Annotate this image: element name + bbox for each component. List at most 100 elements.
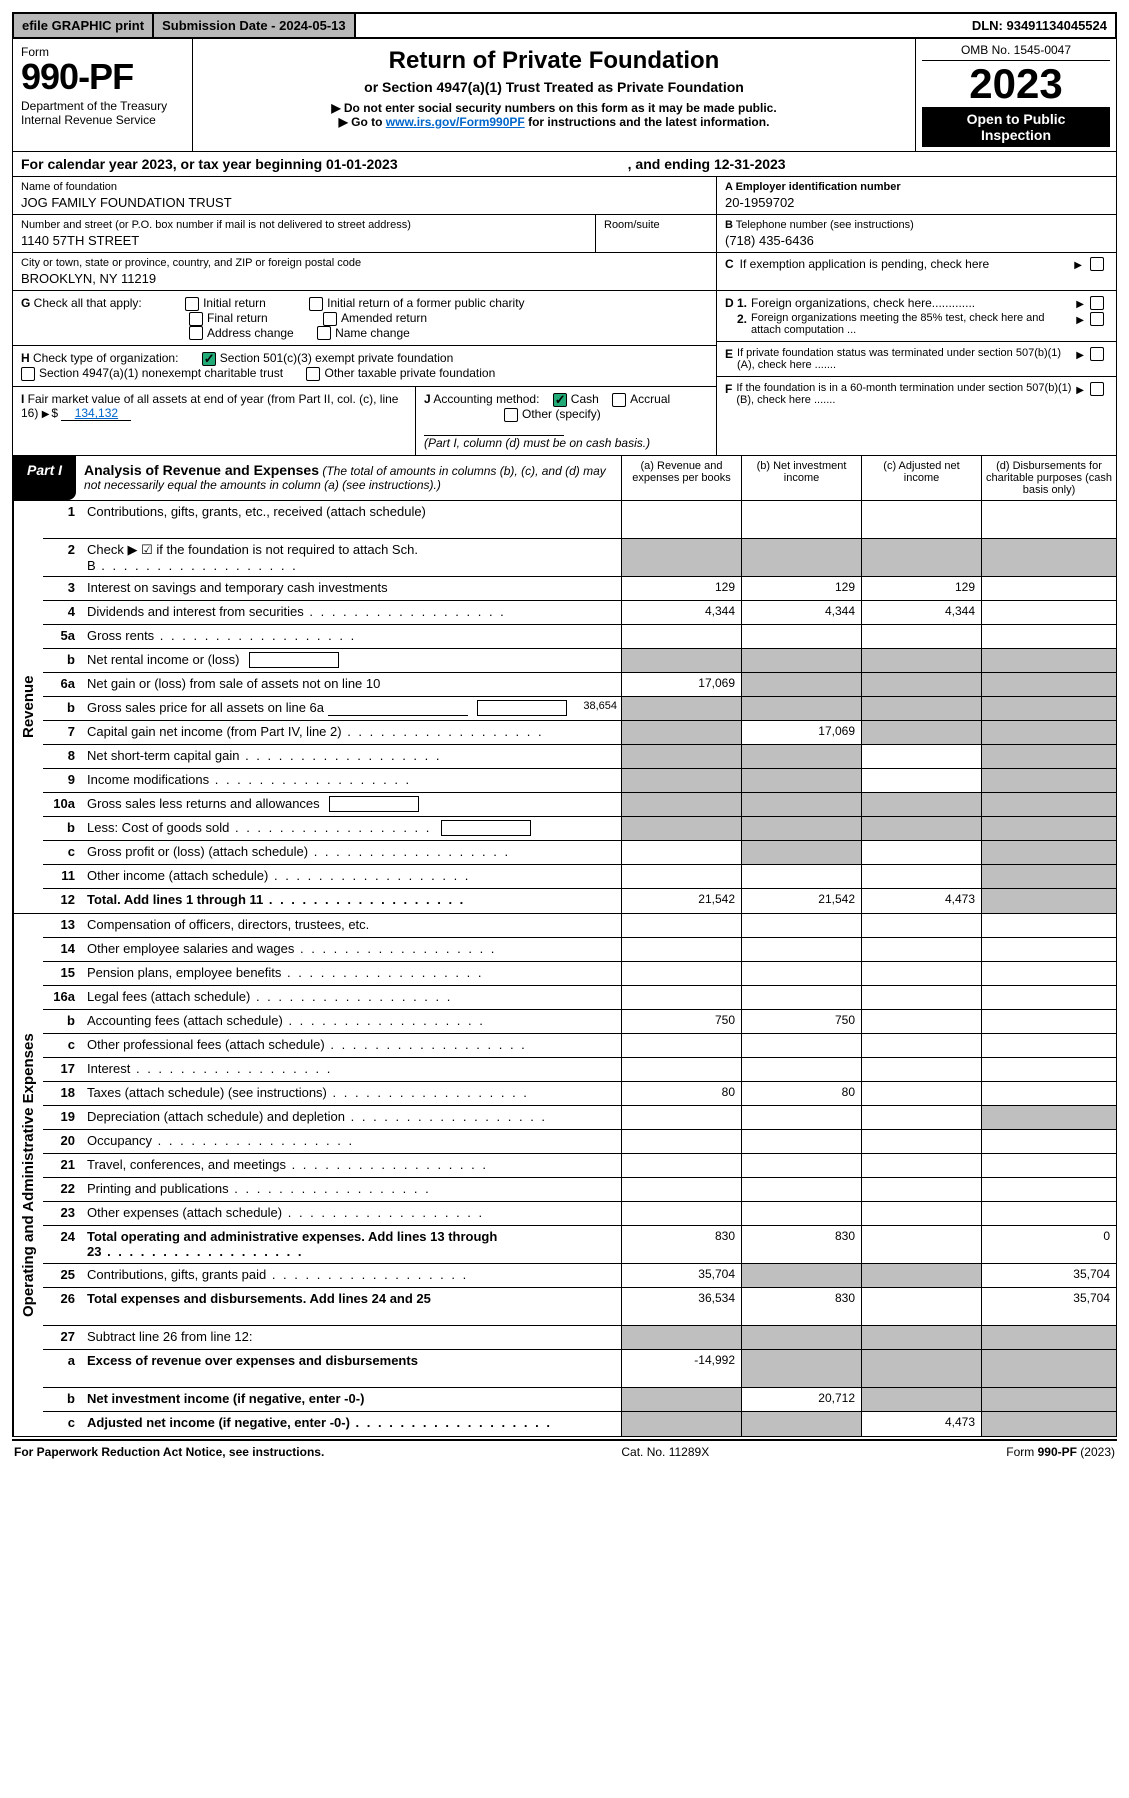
line-desc: Interest on savings and temporary cash i… — [79, 577, 621, 600]
col-b-hdr: (b) Net investment income — [741, 456, 861, 500]
85pct-checkbox[interactable] — [1090, 312, 1104, 326]
line-num: 15 — [43, 962, 79, 985]
col-b-cell — [741, 1058, 861, 1081]
i-cell: I Fair market value of all assets at end… — [13, 387, 416, 455]
operating-rows: 13Compensation of officers, directors, t… — [43, 914, 1116, 1436]
line-desc: Depreciation (attach schedule) and deple… — [79, 1106, 621, 1129]
col-d-cell — [981, 914, 1116, 937]
col-d-cell — [981, 601, 1116, 624]
line-desc: Net short-term capital gain — [79, 745, 621, 768]
line-num: 13 — [43, 914, 79, 937]
col-d-cell — [981, 1350, 1116, 1387]
col-a-cell — [621, 1178, 741, 1201]
revenue-side-label: Revenue — [13, 501, 43, 913]
other-taxable-checkbox[interactable] — [306, 367, 320, 381]
col-b-cell — [741, 673, 861, 696]
line-19: 19Depreciation (attach schedule) and dep… — [43, 1106, 1116, 1130]
foreign-org-checkbox[interactable] — [1090, 296, 1104, 310]
g-text: Check all that apply: — [30, 296, 141, 310]
col-b-cell — [741, 501, 861, 538]
cash-checkbox[interactable] — [553, 393, 567, 407]
phone-cell: B Telephone number (see instructions) (7… — [717, 215, 1116, 253]
form990pf-link[interactable]: www.irs.gov/Form990PF — [386, 115, 525, 129]
col-c-cell — [861, 1058, 981, 1081]
final-return-checkbox[interactable] — [189, 312, 203, 326]
col-a-cell — [621, 625, 741, 648]
col-a-cell — [621, 721, 741, 744]
line-b: bLess: Cost of goods sold — [43, 817, 1116, 841]
col-b-cell — [741, 1178, 861, 1201]
other-method-checkbox[interactable] — [504, 408, 518, 422]
col-b-cell — [741, 745, 861, 768]
col-b-cell: 17,069 — [741, 721, 861, 744]
line-b: bNet rental income or (loss) — [43, 649, 1116, 673]
opt-initial: Initial return — [203, 296, 266, 310]
line-num: 26 — [43, 1288, 79, 1325]
exemption-checkbox[interactable] — [1090, 257, 1104, 271]
h-opt1: Section 501(c)(3) exempt private foundat… — [220, 351, 453, 365]
col-a-cell — [621, 793, 741, 816]
d2-label: 2. — [737, 312, 747, 326]
checkbox-section: G Check all that apply: Initial return I… — [12, 291, 1117, 456]
initial-former-checkbox[interactable] — [309, 297, 323, 311]
col-c-cell: 4,473 — [861, 889, 981, 913]
line-desc: Other expenses (attach schedule) — [79, 1202, 621, 1225]
submission-date-label: Submission Date - — [162, 18, 279, 33]
line-num: 24 — [43, 1226, 79, 1263]
goto-pre: ▶ Go to — [339, 115, 386, 129]
arrow-icon — [1076, 296, 1086, 310]
line-num: 23 — [43, 1202, 79, 1225]
accrual-checkbox[interactable] — [612, 393, 626, 407]
initial-return-checkbox[interactable] — [185, 297, 199, 311]
col-d-cell — [981, 1412, 1116, 1436]
terminated-checkbox[interactable] — [1090, 347, 1104, 361]
col-c-cell: 4,473 — [861, 1412, 981, 1436]
arrow-icon — [1076, 382, 1086, 396]
dln-label: DLN: — [972, 18, 1007, 33]
col-a-cell: 36,534 — [621, 1288, 741, 1325]
address-change-checkbox[interactable] — [189, 326, 203, 340]
col-c-cell — [861, 1326, 981, 1349]
name-change-checkbox[interactable] — [317, 326, 331, 340]
line-desc: Accounting fees (attach schedule) — [79, 1010, 621, 1033]
line-b: bAccounting fees (attach schedule)750750 — [43, 1010, 1116, 1034]
dept-treasury: Department of the Treasury — [21, 99, 184, 113]
d1-text: Foreign organizations, check here.......… — [751, 296, 1072, 310]
col-a-cell — [621, 1058, 741, 1081]
col-a-hdr: (a) Revenue and expenses per books — [621, 456, 741, 500]
cell — [621, 539, 741, 576]
line-desc: Gross rents — [79, 625, 621, 648]
col-c-cell — [861, 938, 981, 961]
line-desc: Gross profit or (loss) (attach schedule) — [79, 841, 621, 864]
line-27: 27Subtract line 26 from line 12: — [43, 1326, 1116, 1350]
col-d-cell — [981, 501, 1116, 538]
4947-checkbox[interactable] — [21, 367, 35, 381]
line-11: 11Other income (attach schedule) — [43, 865, 1116, 889]
col-a-cell — [621, 745, 741, 768]
col-b-cell: 20,712 — [741, 1388, 861, 1411]
line-num: 4 — [43, 601, 79, 624]
col-d-cell — [981, 745, 1116, 768]
line-num: 19 — [43, 1106, 79, 1129]
col-b-cell: 21,542 — [741, 889, 861, 913]
form-note-ssn: ▶ Do not enter social security numbers o… — [203, 101, 905, 115]
60month-checkbox[interactable] — [1090, 382, 1104, 396]
line-num: 20 — [43, 1130, 79, 1153]
501c3-checkbox[interactable] — [202, 352, 216, 366]
line-16a: 16aLegal fees (attach schedule) — [43, 986, 1116, 1010]
entity-left: Name of foundation JOG FAMILY FOUNDATION… — [13, 177, 716, 290]
line-9: 9Income modifications — [43, 769, 1116, 793]
line-17: 17Interest — [43, 1058, 1116, 1082]
efile-print-button[interactable]: efile GRAPHIC print — [14, 14, 154, 37]
col-d-cell — [981, 673, 1116, 696]
col-a-cell — [621, 938, 741, 961]
col-a-cell: 129 — [621, 577, 741, 600]
h-label: H — [21, 351, 30, 365]
h-opt2: Section 4947(a)(1) nonexempt charitable … — [39, 366, 283, 380]
form-title-block: Return of Private Foundation or Section … — [193, 39, 916, 151]
amended-return-checkbox[interactable] — [323, 312, 337, 326]
col-a-cell: 35,704 — [621, 1264, 741, 1287]
col-a-cell — [621, 1412, 741, 1436]
fmv-link[interactable]: 134,132 — [61, 406, 131, 421]
line-21: 21Travel, conferences, and meetings — [43, 1154, 1116, 1178]
